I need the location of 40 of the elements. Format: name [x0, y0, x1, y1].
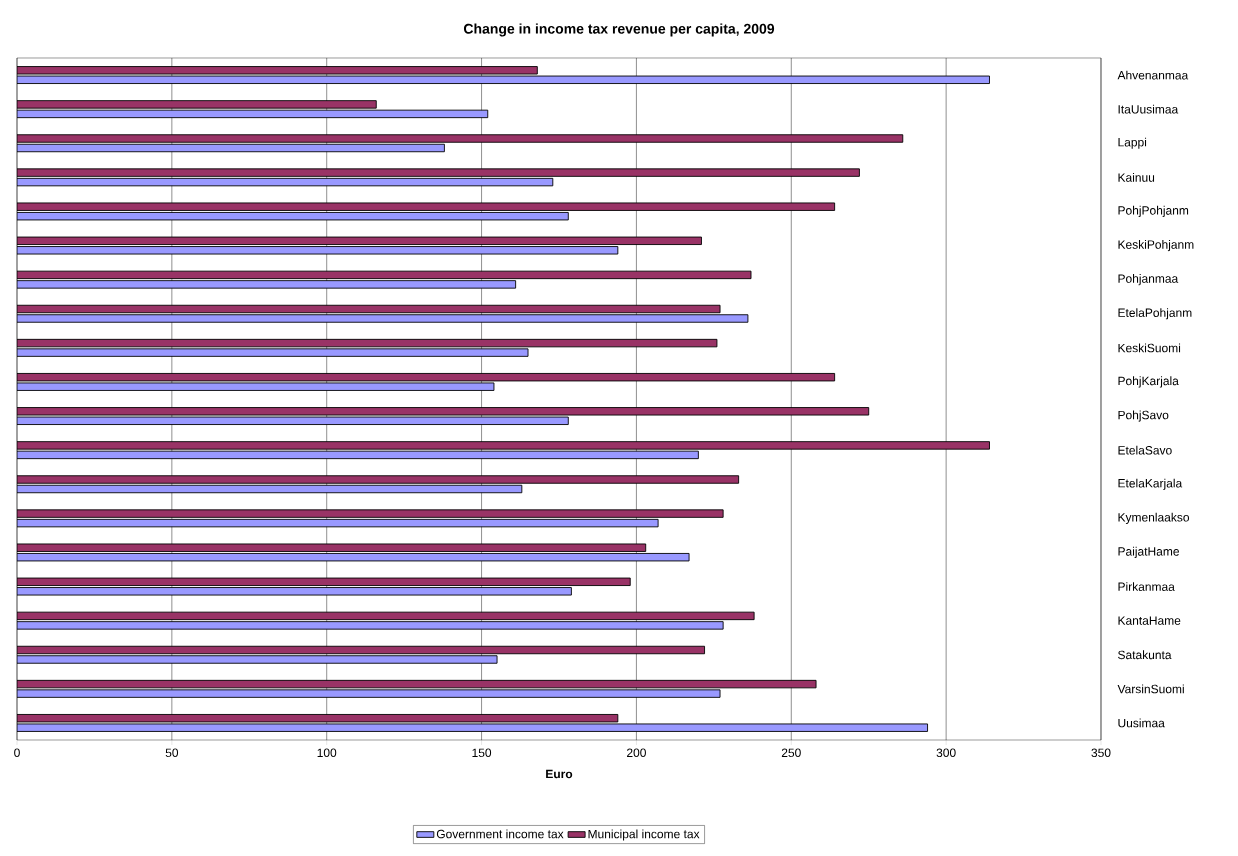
x-tick-label: 300: [936, 748, 956, 758]
y-tick-label: KeskiSuomi: [1118, 343, 1181, 353]
y-tick-label: KantaHame: [1118, 616, 1181, 625]
legend-label: Government income tax: [436, 829, 564, 839]
x-tick-label: 200: [627, 748, 646, 758]
y-tick-label: EtelaPohjanm: [1118, 308, 1192, 320]
y-tick-label: Satakunta: [1118, 650, 1172, 660]
y-tick-label: Ahvenanmaa: [1117, 70, 1189, 80]
bar: [17, 689, 721, 698]
bar: [17, 441, 990, 450]
y-tick-label: VarsinSuomi: [1117, 684, 1184, 694]
chart-title: Change in income tax revenue per capita, 2009: [463, 23, 775, 37]
y-tick-label: Kymenlaakso: [1118, 512, 1190, 524]
bar: [17, 134, 904, 143]
y-tick-label: Pirkanmaa: [1118, 582, 1175, 591]
y-tick-label: EtelaKarjala: [1118, 478, 1183, 490]
y-tick-label: ItaUusimaa: [1118, 104, 1179, 114]
bar: [17, 655, 498, 664]
x-tick-label: 100: [317, 748, 337, 758]
x-tick-label: 250: [781, 748, 801, 758]
y-tick-label: PohjPohjanm: [1118, 205, 1189, 218]
x-tick-label: 150: [472, 748, 492, 758]
legend-label: Municipal income tax: [588, 829, 700, 841]
bar: [17, 314, 749, 323]
x-tick-label: 350: [1091, 748, 1111, 758]
x-tick-label: 0: [14, 748, 20, 758]
x-tick-label: 50: [165, 748, 179, 758]
y-tick-label: PaijatHame: [1118, 546, 1179, 559]
y-tick-label: PohjSavo: [1118, 410, 1169, 422]
y-tick-label: Lappi: [1118, 137, 1147, 149]
y-tick-label: Kainuu: [1118, 172, 1155, 182]
x-axis-title: Euro: [546, 769, 573, 779]
y-tick-label: PohjKarjala: [1118, 376, 1179, 388]
y-tick-label: Uusimaa: [1118, 718, 1165, 728]
bar: [17, 168, 860, 177]
bar: [17, 348, 529, 357]
y-tick-label: EtelaSavo: [1118, 445, 1172, 455]
y-tick-label: Pohjanmaa: [1118, 274, 1179, 286]
y-tick-label: KeskiPohjanm: [1118, 239, 1194, 252]
bar: [17, 475, 740, 484]
